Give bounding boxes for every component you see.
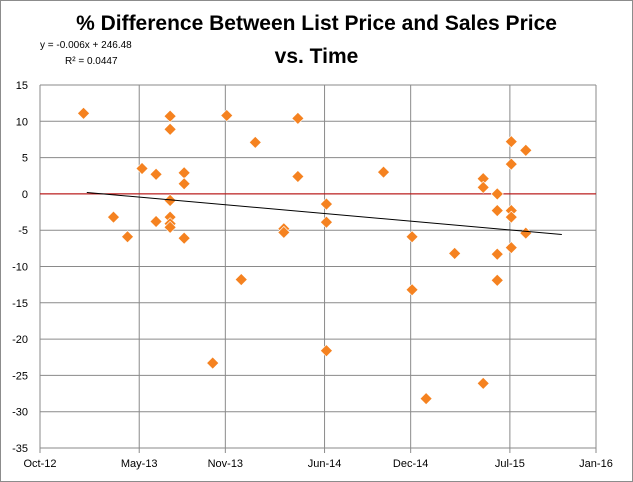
data-point [504, 241, 518, 255]
x-tick-label: Oct-12 [23, 458, 56, 470]
y-tick-label: 15 [16, 80, 28, 92]
chart-title-line1: % Difference Between List Price and Sale… [76, 12, 557, 35]
data-point [519, 143, 533, 157]
data-point [291, 170, 305, 183]
data-point [476, 376, 490, 390]
x-tick-label: Jan-16 [579, 458, 613, 470]
r-squared-label: R² = 0.0447 [65, 56, 118, 67]
data-point [163, 122, 177, 136]
data-point [490, 273, 504, 287]
x-tick-label: Jun-14 [308, 458, 342, 470]
y-tick-label: 5 [22, 153, 28, 165]
y-tick-label: -10 [12, 262, 28, 274]
x-tick-label: Nov-13 [208, 458, 243, 470]
data-point [248, 135, 262, 149]
data-point [107, 210, 120, 224]
trendline-equation: y = -0.006x + 246.48 [40, 40, 132, 51]
data-point [177, 166, 191, 180]
data-point [149, 167, 163, 181]
data-point [504, 135, 518, 149]
x-tick-label: Dec-14 [393, 458, 428, 470]
data-point [121, 230, 134, 244]
data-point [405, 283, 419, 297]
data-point [377, 165, 390, 179]
data-point [476, 180, 490, 194]
data-point [319, 344, 333, 358]
data-point [149, 215, 163, 228]
data-point [490, 204, 504, 218]
data-point [177, 177, 191, 191]
y-tick-label: 10 [16, 116, 28, 128]
chart-title-line2: vs. Time [274, 45, 359, 68]
data-point [519, 226, 533, 240]
data-point [277, 225, 291, 239]
data-point [419, 392, 433, 406]
data-point [206, 356, 220, 370]
data-point [490, 247, 504, 261]
data-point [163, 220, 177, 234]
data-point [163, 194, 177, 207]
data-point [291, 111, 305, 125]
trendline [86, 191, 562, 236]
y-tick-label: -5 [18, 225, 28, 237]
data-point [77, 106, 90, 120]
data-point [234, 273, 248, 286]
x-tick-label: May-13 [121, 458, 158, 470]
data-point [405, 230, 419, 244]
y-tick-label: -25 [12, 370, 28, 382]
y-tick-label: -20 [12, 334, 28, 346]
data-point [177, 231, 191, 245]
data-point [220, 109, 234, 122]
data-point [135, 162, 149, 175]
y-tick-label: 0 [22, 189, 28, 201]
data-point [448, 247, 462, 260]
y-tick-label: -35 [12, 443, 28, 455]
data-point [319, 197, 333, 211]
data-point [163, 109, 177, 123]
x-tick-label: Jul-15 [495, 458, 525, 470]
y-tick-label: -15 [12, 298, 28, 310]
data-point [504, 210, 518, 224]
data-point [319, 215, 333, 229]
data-point [490, 187, 504, 201]
data-point [504, 157, 518, 171]
y-tick-label: -30 [12, 407, 28, 419]
